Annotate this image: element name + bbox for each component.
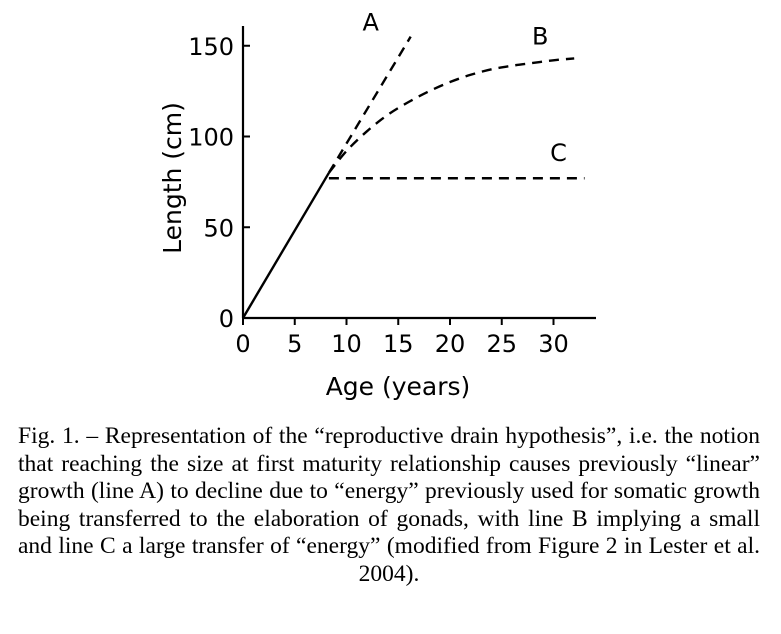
x-tick-label: 15	[383, 330, 414, 358]
x-tick-label: 0	[235, 330, 250, 358]
figure-caption: Fig. 1. – Representation of the “reprodu…	[18, 423, 760, 587]
series-line-b	[327, 57, 575, 174]
y-tick-label: 50	[203, 214, 234, 242]
series-line-a	[327, 36, 412, 174]
y-tick-label: 100	[188, 124, 234, 152]
ticks: 0 5 10 15 20 25 30 0 50 100 150	[188, 33, 569, 358]
series-label-c: C	[550, 139, 567, 167]
x-tick-label: 5	[287, 330, 302, 358]
x-tick-label: 20	[435, 330, 466, 358]
y-axis-title: Length (cm)	[158, 102, 187, 254]
y-tick-label: 150	[188, 33, 234, 61]
x-axis-title: Age (years)	[326, 372, 471, 401]
series-line-shared	[241, 172, 330, 319]
line-labels: A B C	[362, 9, 566, 168]
axes	[241, 26, 596, 320]
x-tick-label: 30	[538, 330, 569, 358]
series-label-b: B	[532, 22, 548, 50]
series-label-a: A	[362, 9, 379, 37]
x-tick-label: 10	[331, 330, 362, 358]
y-tick-label: 0	[219, 305, 234, 333]
growth-chart: 0 5 10 15 20 25 30 0 50 100 150 A B C Age (years) Le…	[158, 9, 596, 401]
series-lines	[241, 36, 585, 319]
x-tick-label: 25	[486, 330, 517, 358]
